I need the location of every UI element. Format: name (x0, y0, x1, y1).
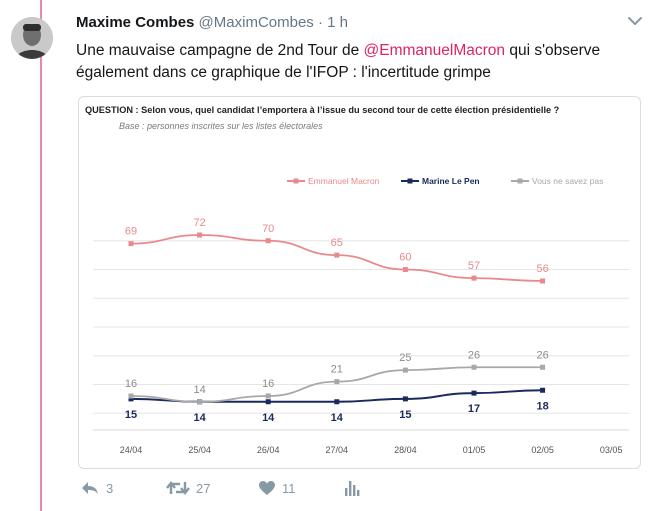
data-point (334, 379, 340, 385)
data-label: 15 (125, 409, 137, 421)
data-label: 14 (331, 412, 344, 424)
data-label: 14 (193, 384, 205, 396)
data-label: 65 (331, 237, 343, 249)
thread-line (40, 0, 42, 511)
data-label: 16 (262, 378, 274, 390)
x-tick-label: 28/04 (394, 445, 417, 455)
retweet-action[interactable]: 27 (166, 480, 210, 496)
x-tick-label: 25/04 (188, 445, 211, 455)
x-tick-label: 27/04 (326, 445, 349, 455)
like-count: 11 (282, 480, 296, 496)
data-label: 26 (468, 349, 480, 361)
analytics-icon (345, 481, 360, 496)
data-label: 21 (331, 364, 343, 376)
data-label: 26 (536, 349, 548, 361)
x-tick-label: 24/04 (120, 445, 143, 455)
legend-label: Emmanuel Macron (308, 176, 380, 186)
data-point (128, 396, 134, 402)
data-label: 14 (262, 412, 275, 424)
tweet-media[interactable]: QUESTION : Selon vous, quel candidat l’e… (78, 96, 641, 469)
data-label: 70 (262, 223, 274, 235)
data-label: 72 (193, 217, 205, 229)
author-name[interactable]: Maxime Combes (76, 14, 195, 31)
tweet-actions: 3 27 11 (76, 480, 496, 502)
data-label: 60 (399, 252, 411, 264)
retweet-icon (166, 481, 190, 495)
avatar[interactable] (11, 17, 53, 59)
tweet-text: Une mauvaise campagne de 2nd Tour de @Em… (76, 40, 646, 84)
data-point (402, 367, 408, 373)
data-label: 57 (468, 260, 480, 272)
header-separator: · (317, 14, 323, 31)
legend-marker (407, 178, 413, 184)
legend-label: Vous ne savez pas (532, 176, 603, 186)
reply-icon (82, 482, 98, 494)
data-point (540, 278, 546, 284)
x-tick-label: 02/05 (531, 445, 554, 455)
legend-marker (293, 178, 299, 184)
data-label: 25 (399, 352, 411, 364)
x-tick-label: 26/04 (257, 445, 280, 455)
reply-count: 3 (106, 480, 114, 496)
data-label: 69 (125, 226, 137, 238)
data-label: 15 (399, 409, 411, 421)
reply-action[interactable]: 3 (80, 480, 113, 496)
line-chart: 24/04 25/04 26/04 27/04 28/04 01/05 02/05 03/05… (93, 176, 629, 455)
chevron-down-icon[interactable] (627, 14, 643, 28)
data-label: 14 (193, 412, 206, 424)
avatar-image (11, 17, 53, 59)
data-point (334, 399, 340, 405)
legend-marker (517, 178, 523, 184)
heart-icon (259, 481, 275, 495)
data-point (471, 275, 477, 281)
chart-base-note: Base : personnes inscrites sur les liste… (119, 121, 323, 131)
data-point (471, 364, 477, 370)
data-point (334, 252, 340, 258)
tweet-text-after: qui s'observe également dans ce graphiqu… (76, 42, 601, 81)
data-point (197, 232, 203, 238)
data-point (540, 364, 546, 370)
legend-label: Marine Le Pen (422, 176, 480, 186)
author-handle[interactable]: @MaximCombes (198, 14, 314, 31)
data-point (197, 399, 203, 405)
data-point (128, 241, 134, 247)
mention-link[interactable]: @EmmanuelMacron (363, 42, 506, 59)
data-label: 18 (536, 400, 548, 412)
data-label: 16 (125, 378, 137, 390)
data-point (471, 390, 477, 396)
x-tick-label: 01/05 (463, 445, 486, 455)
data-point (540, 387, 546, 393)
tweet-header: Maxime Combes @MaximCombes · 1 h (76, 14, 348, 31)
x-tick-label: 03/05 (600, 445, 623, 455)
data-point (265, 399, 271, 405)
retweet-count: 27 (196, 480, 211, 496)
chart-question: QUESTION : Selon vous, quel candidat l’e… (85, 105, 560, 115)
data-point (265, 393, 271, 399)
analytics-action[interactable] (344, 480, 360, 496)
data-point (128, 393, 134, 399)
data-point (402, 267, 408, 272)
data-label: 56 (536, 263, 548, 275)
data-point (265, 238, 271, 244)
data-label: 17 (468, 403, 480, 415)
data-point (402, 396, 408, 402)
tweet-text-before: Une mauvaise campagne de 2nd Tour de (76, 42, 364, 59)
like-action[interactable]: 11 (258, 480, 296, 496)
tweet-time[interactable]: 1 h (327, 14, 348, 31)
